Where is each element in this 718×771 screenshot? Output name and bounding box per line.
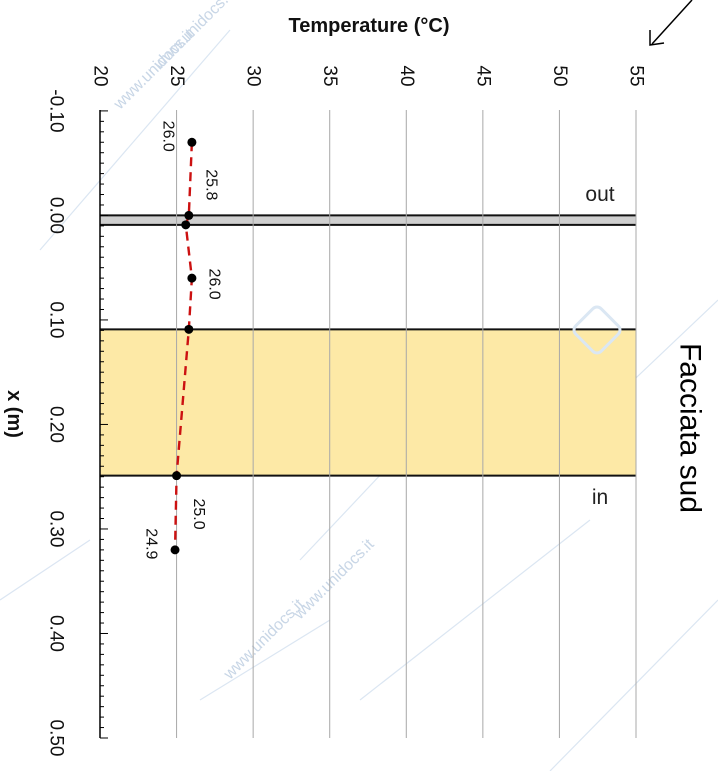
x-tick-label: 0.20 [46,406,67,443]
data-point [184,324,194,334]
watermark-line [199,619,331,701]
y-axis-title: Temperature (°C) [289,15,450,37]
labels-layer: Facciata sud out in 26.0 25.8 26.0 25.0 24.9 [143,121,707,560]
data-point [187,137,197,147]
x-tick-label: 0.40 [46,615,67,652]
watermark-logo-icon [572,305,622,355]
data-point [181,220,191,230]
y-tick-label: 45 [472,65,493,86]
x-tick-label: 0.30 [46,510,67,547]
watermark-line [549,599,718,771]
y-tick-label: 50 [549,65,570,86]
watermark-line [359,519,591,701]
region-label: in [592,486,608,509]
y-tick-label: 55 [626,65,647,86]
axes: -0.10 0.00 0.10 0.20 0.30 0.40 0.50 20 25 30 35 40 4… [3,15,647,756]
x-tick-label: 0.00 [46,197,67,234]
series-layer [170,137,197,555]
data-point [184,210,194,220]
watermark-text: www.unidocs.it [220,596,308,684]
region-insulation-layer [100,329,636,476]
corner-arrow-icon [649,0,693,46]
data-point [170,545,180,555]
y-tick-label: 40 [396,65,417,86]
y-tick-label: 30 [243,65,264,86]
data-label: 26.0 [159,121,176,152]
y-tick-label: 20 [90,65,111,86]
data-label: 24.9 [143,528,160,559]
x-tick-label: -0.10 [46,89,67,132]
y-tick-label: 25 [166,65,187,86]
layer-regions [100,214,636,477]
region-thin-layer [100,215,636,225]
watermark-line [39,29,231,251]
chart-title: Facciata sud [674,343,707,513]
x-axis-title: x (m) [3,390,25,438]
data-point [172,471,182,481]
watermark-line [0,539,91,601]
data-label: 26.0 [205,269,222,300]
grid-lines [176,110,637,738]
x-tick-label: 0.50 [46,720,67,757]
region-label: out [585,183,614,206]
data-label: 25.0 [190,498,207,529]
y-tick-label: 35 [319,65,340,86]
data-point [187,273,197,283]
x-tick-label: 0.10 [46,301,67,338]
data-label: 25.8 [202,169,219,200]
